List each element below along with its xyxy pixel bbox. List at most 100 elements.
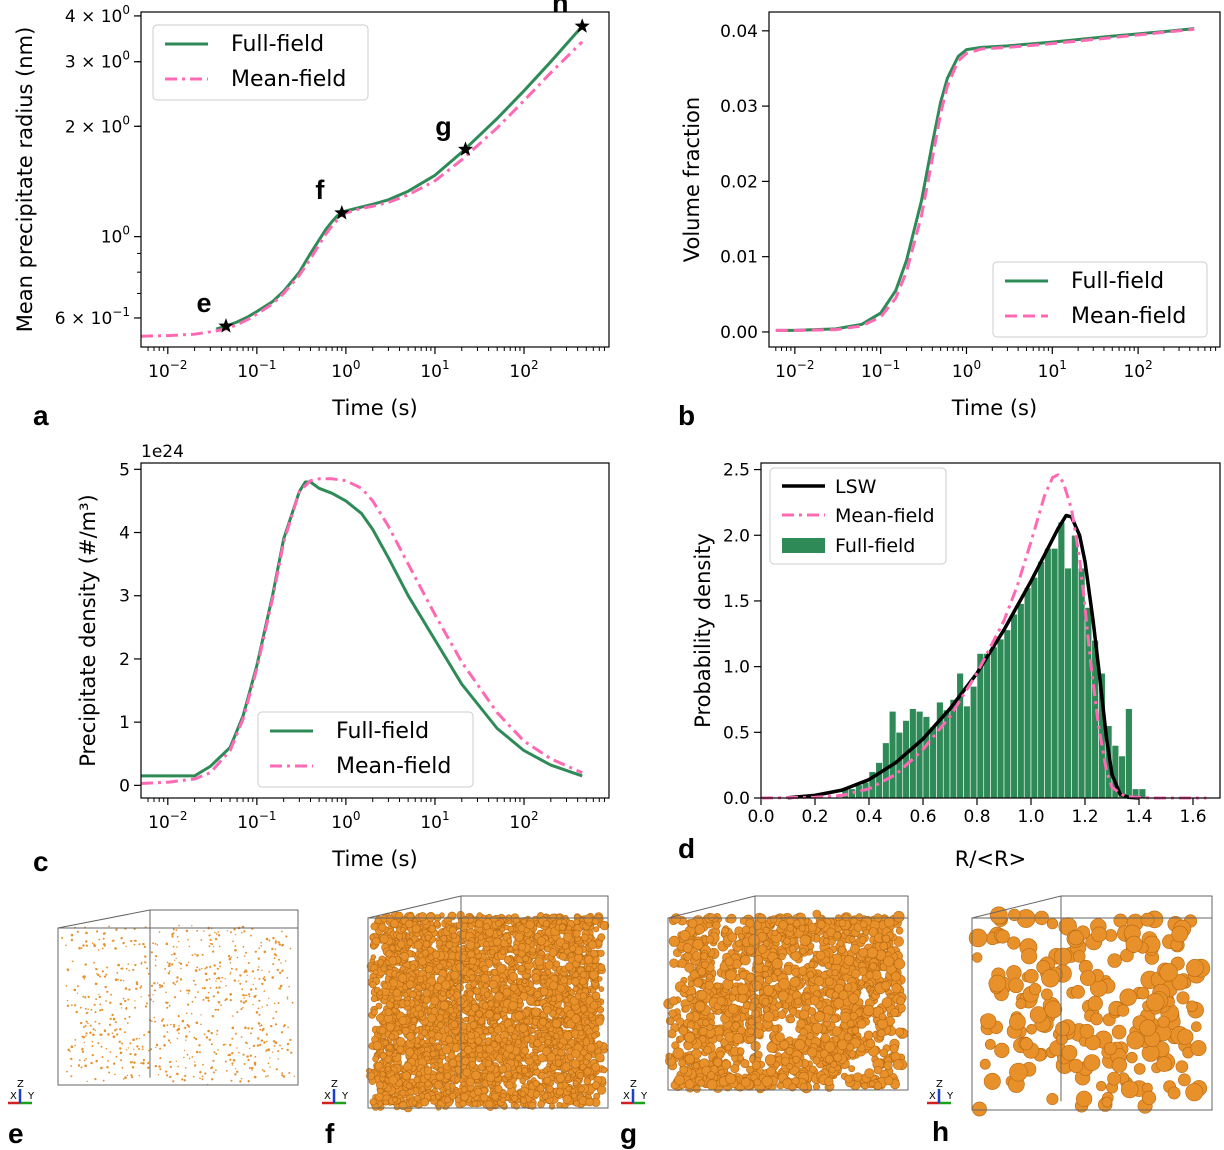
- precipitate: [255, 1056, 257, 1058]
- precipitate: [563, 1031, 572, 1040]
- precipitate: [184, 1050, 185, 1051]
- precipitate: [389, 957, 397, 965]
- precipitate: [189, 1058, 191, 1060]
- precipitate: [168, 972, 170, 974]
- precipitate: [464, 1046, 472, 1054]
- x-tick-label: 10−2: [775, 358, 814, 382]
- precipitate: [476, 1011, 483, 1018]
- precipitate: [101, 1009, 103, 1011]
- precipitate: [288, 986, 290, 988]
- precipitate: [163, 1024, 166, 1027]
- legend-entry: Mean-field: [1071, 304, 1186, 329]
- hist-bar: [923, 717, 930, 798]
- offset-text: 1e24: [141, 442, 184, 462]
- precipitate: [225, 1044, 226, 1045]
- precipitate: [208, 1000, 210, 1002]
- precipitate: [192, 1001, 194, 1003]
- precipitate: [579, 978, 586, 985]
- precipitate: [564, 998, 569, 1003]
- precipitate: [215, 1053, 217, 1055]
- precipitate: [76, 1011, 78, 1013]
- precipitate: [171, 963, 173, 965]
- precipitate: [65, 945, 67, 947]
- precipitate: [210, 987, 212, 989]
- precipitate: [494, 1026, 501, 1033]
- precipitate: [406, 981, 414, 989]
- y-tick-label: 2: [119, 650, 130, 670]
- precipitate: [218, 1001, 221, 1004]
- precipitate: [549, 938, 554, 943]
- precipitate: [475, 943, 480, 948]
- precipitate: [134, 1007, 136, 1009]
- precipitate: [212, 1060, 214, 1062]
- precipitate: [275, 954, 277, 956]
- precipitate: [181, 1078, 183, 1080]
- precipitate: [506, 1040, 511, 1045]
- precipitate: [813, 1084, 820, 1091]
- precipitate: [142, 1048, 144, 1050]
- precipitate: [261, 1024, 263, 1026]
- precipitate: [477, 913, 483, 919]
- precipitate: [485, 1060, 492, 1067]
- precipitate: [394, 1004, 399, 1009]
- precipitate: [99, 976, 101, 978]
- precipitate: [382, 983, 388, 989]
- precipitate: [492, 969, 498, 975]
- precipitate: [264, 951, 267, 954]
- legend-entry: LSW: [835, 476, 877, 498]
- precipitate: [197, 991, 199, 993]
- precipitate: [255, 988, 257, 990]
- precipitate: [103, 938, 105, 940]
- precipitate: [414, 941, 422, 949]
- precipitate: [287, 998, 289, 1000]
- precipitate: [546, 1086, 553, 1093]
- precipitate: [109, 1002, 111, 1004]
- precipitate: [232, 941, 234, 943]
- precipitate: [176, 946, 178, 948]
- precipitate: [591, 950, 598, 957]
- precipitate: [469, 1061, 476, 1068]
- x-tick-label: 101: [1038, 358, 1067, 382]
- precipitate: [462, 1057, 470, 1065]
- precipitate: [177, 1038, 179, 1040]
- precipitate: [449, 990, 454, 995]
- precipitate: [579, 1086, 585, 1092]
- precipitate: [218, 986, 220, 988]
- precipitate: [155, 955, 157, 957]
- marker-label: g: [435, 111, 452, 141]
- precipitate: [262, 1028, 264, 1030]
- precipitate: [184, 1079, 186, 1081]
- precipitate: [211, 1032, 213, 1034]
- precipitate: [279, 1045, 281, 1047]
- precipitate: [475, 920, 483, 928]
- triad-y-label: Y: [27, 1091, 35, 1102]
- precipitate: [258, 1022, 260, 1024]
- precipitate: [250, 1032, 252, 1034]
- precipitate: [85, 1058, 87, 1060]
- precipitate: [87, 1023, 89, 1025]
- precipitate: [221, 977, 223, 979]
- precipitate: [405, 920, 413, 928]
- y-tick-label: 100: [101, 224, 130, 248]
- precipitate: [99, 1004, 101, 1006]
- precipitate: [85, 932, 88, 935]
- precipitate: [238, 980, 239, 981]
- precipitate: [411, 1017, 417, 1023]
- precipitate: [526, 921, 534, 929]
- precipitate: [159, 1048, 161, 1050]
- precipitate: [562, 943, 568, 949]
- precipitate: [102, 970, 104, 972]
- precipitate: [77, 985, 79, 987]
- precipitate: [274, 1003, 276, 1005]
- precipitate: [67, 1000, 68, 1001]
- precipitate: [727, 914, 736, 923]
- legend-entry: Mean-field: [231, 67, 346, 92]
- precipitate: [533, 1091, 540, 1098]
- precipitate: [159, 1057, 161, 1059]
- precipitate: [167, 1002, 169, 1004]
- precipitate: [102, 1056, 104, 1058]
- precipitate: [100, 1067, 103, 1070]
- precipitate: [189, 946, 191, 948]
- precipitate: [139, 1038, 140, 1039]
